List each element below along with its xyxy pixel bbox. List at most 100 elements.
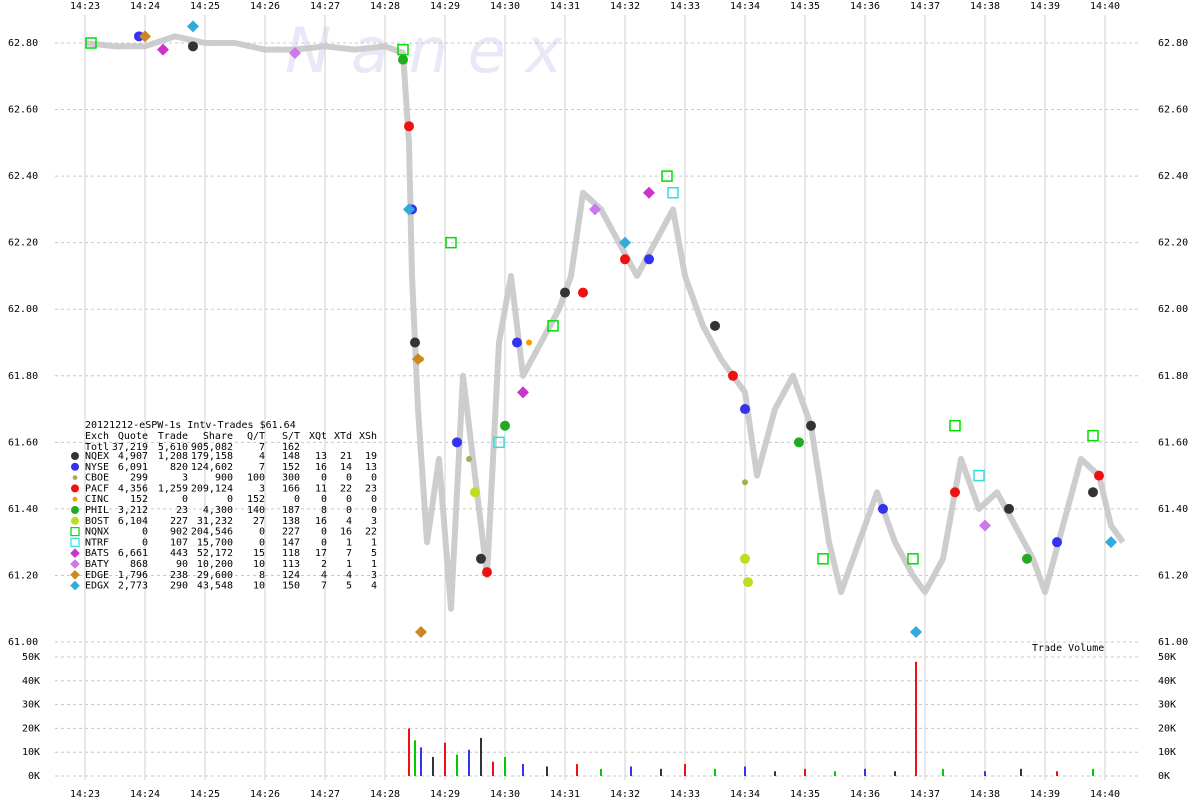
price-trace <box>84 33 1126 612</box>
volume-bar <box>576 764 578 776</box>
x-tick-label: 14:36 <box>850 1 880 12</box>
legend-stat: 17 <box>315 548 327 559</box>
legend-stat: 118 <box>282 548 300 559</box>
legend-marker <box>72 475 78 480</box>
legend-stat: 100 <box>247 473 265 484</box>
x-tick-label: 14:31 <box>550 789 580 800</box>
volume-bar <box>408 728 410 776</box>
legend-stat: 0 <box>371 494 377 505</box>
volume-bar <box>468 749 470 776</box>
legend-stat: 13 <box>315 451 327 462</box>
x-tick-label: 14:23 <box>70 1 100 12</box>
trade-point <box>740 404 750 415</box>
legend-stat: 6,091 <box>118 462 148 473</box>
y-tick-label: 61.40 <box>8 504 38 515</box>
y-tick-label: 61.60 <box>1158 437 1188 448</box>
legend-stat: 16 <box>315 516 327 527</box>
legend-stat: 13 <box>365 462 377 473</box>
legend-header: XQt <box>309 431 327 442</box>
legend-exch: NYSE <box>85 462 109 473</box>
volume-bar <box>915 661 917 776</box>
legend-marker <box>71 516 79 525</box>
y2-tick-label: 50K <box>1158 652 1176 663</box>
y-tick-label: 61.20 <box>1158 570 1188 581</box>
x-tick-label: 14:37 <box>910 789 940 800</box>
trade-point <box>412 353 424 366</box>
x-tick-label: 14:25 <box>190 789 220 800</box>
legend-stat: 10 <box>253 559 265 570</box>
legend-stat: 179,158 <box>191 451 233 462</box>
y-tick-label: 62.00 <box>8 304 38 315</box>
legend-stat: 0 <box>182 494 188 505</box>
legend-stat: 7 <box>321 581 327 592</box>
trade-point <box>1087 429 1099 442</box>
legend-stat: 900 <box>215 473 233 484</box>
trade-point <box>547 320 559 332</box>
legend-stat: 22 <box>340 483 352 494</box>
legend-stat: 8 <box>321 505 327 516</box>
volume-bar <box>504 756 506 776</box>
y-tick-label: 62.80 <box>8 38 38 49</box>
trade-point <box>589 203 601 216</box>
legend-marker <box>70 537 80 548</box>
y-tick-label: 62.20 <box>8 238 38 249</box>
y2-tick-label: 0K <box>28 771 40 782</box>
trade-point <box>910 626 922 639</box>
legend-stat: 6,104 <box>118 516 148 527</box>
legend-stat: 23 <box>176 505 188 516</box>
y-tick-label: 62.60 <box>1158 105 1188 116</box>
trade-point <box>950 487 960 498</box>
legend-stat: 15,700 <box>197 537 233 548</box>
trade-point <box>403 203 415 216</box>
trade-point <box>806 420 816 431</box>
x-tick-label: 14:26 <box>250 1 280 12</box>
legend-stat: 5,610 <box>158 442 188 453</box>
volume-bar <box>894 771 896 776</box>
volume-bar <box>630 766 632 776</box>
legend-stat: 152 <box>282 462 300 473</box>
legend-stat: 124,602 <box>191 462 233 473</box>
legend-stat: 7 <box>346 548 352 559</box>
legend-exch: NQNX <box>85 527 109 538</box>
trade-point <box>973 469 985 482</box>
legend-stat: 300 <box>282 473 300 484</box>
legend-stat: 14 <box>340 462 352 473</box>
legend-stat: 3,212 <box>118 505 148 516</box>
y-tick-label: 62.60 <box>8 105 38 116</box>
y2-tick-label: 40K <box>22 676 40 687</box>
legend-marker <box>71 462 79 471</box>
trade-point <box>1088 487 1098 498</box>
legend-stat: 209,124 <box>191 483 233 494</box>
y-tick-label: 62.20 <box>1158 238 1188 249</box>
legend-stat: 0 <box>321 473 327 484</box>
trade-point <box>410 337 420 348</box>
trade-point <box>482 567 492 578</box>
trade-point <box>710 320 720 331</box>
legend-stat: 7 <box>259 442 265 453</box>
volume-bar <box>984 771 986 776</box>
trade-point <box>817 553 829 565</box>
x-tick-label: 14:37 <box>910 1 940 12</box>
y2-tick-label: 10K <box>22 747 40 758</box>
legend-stat: 23 <box>365 483 377 494</box>
trade-point <box>526 339 532 346</box>
legend-header: XTd <box>334 431 352 442</box>
legend-stat: 1 <box>346 559 352 570</box>
trade-point <box>397 43 409 56</box>
legend-stat: 4 <box>371 581 377 592</box>
legend-stat: 3 <box>259 483 265 494</box>
legend-header: Q/T <box>247 431 265 442</box>
legend-marker <box>72 496 78 502</box>
legend-stat: 162 <box>282 442 300 453</box>
trade-point <box>794 437 804 448</box>
trade-point <box>500 420 510 431</box>
legend-stat: 43,548 <box>197 581 233 592</box>
trade-point <box>979 519 991 532</box>
volume-bar <box>864 768 866 776</box>
legend-stat: 16 <box>340 527 352 538</box>
volume-bar <box>804 768 806 776</box>
x-tick-label: 14:39 <box>1030 789 1060 800</box>
legend-header: XSh <box>359 431 377 442</box>
trade-point <box>139 30 151 43</box>
